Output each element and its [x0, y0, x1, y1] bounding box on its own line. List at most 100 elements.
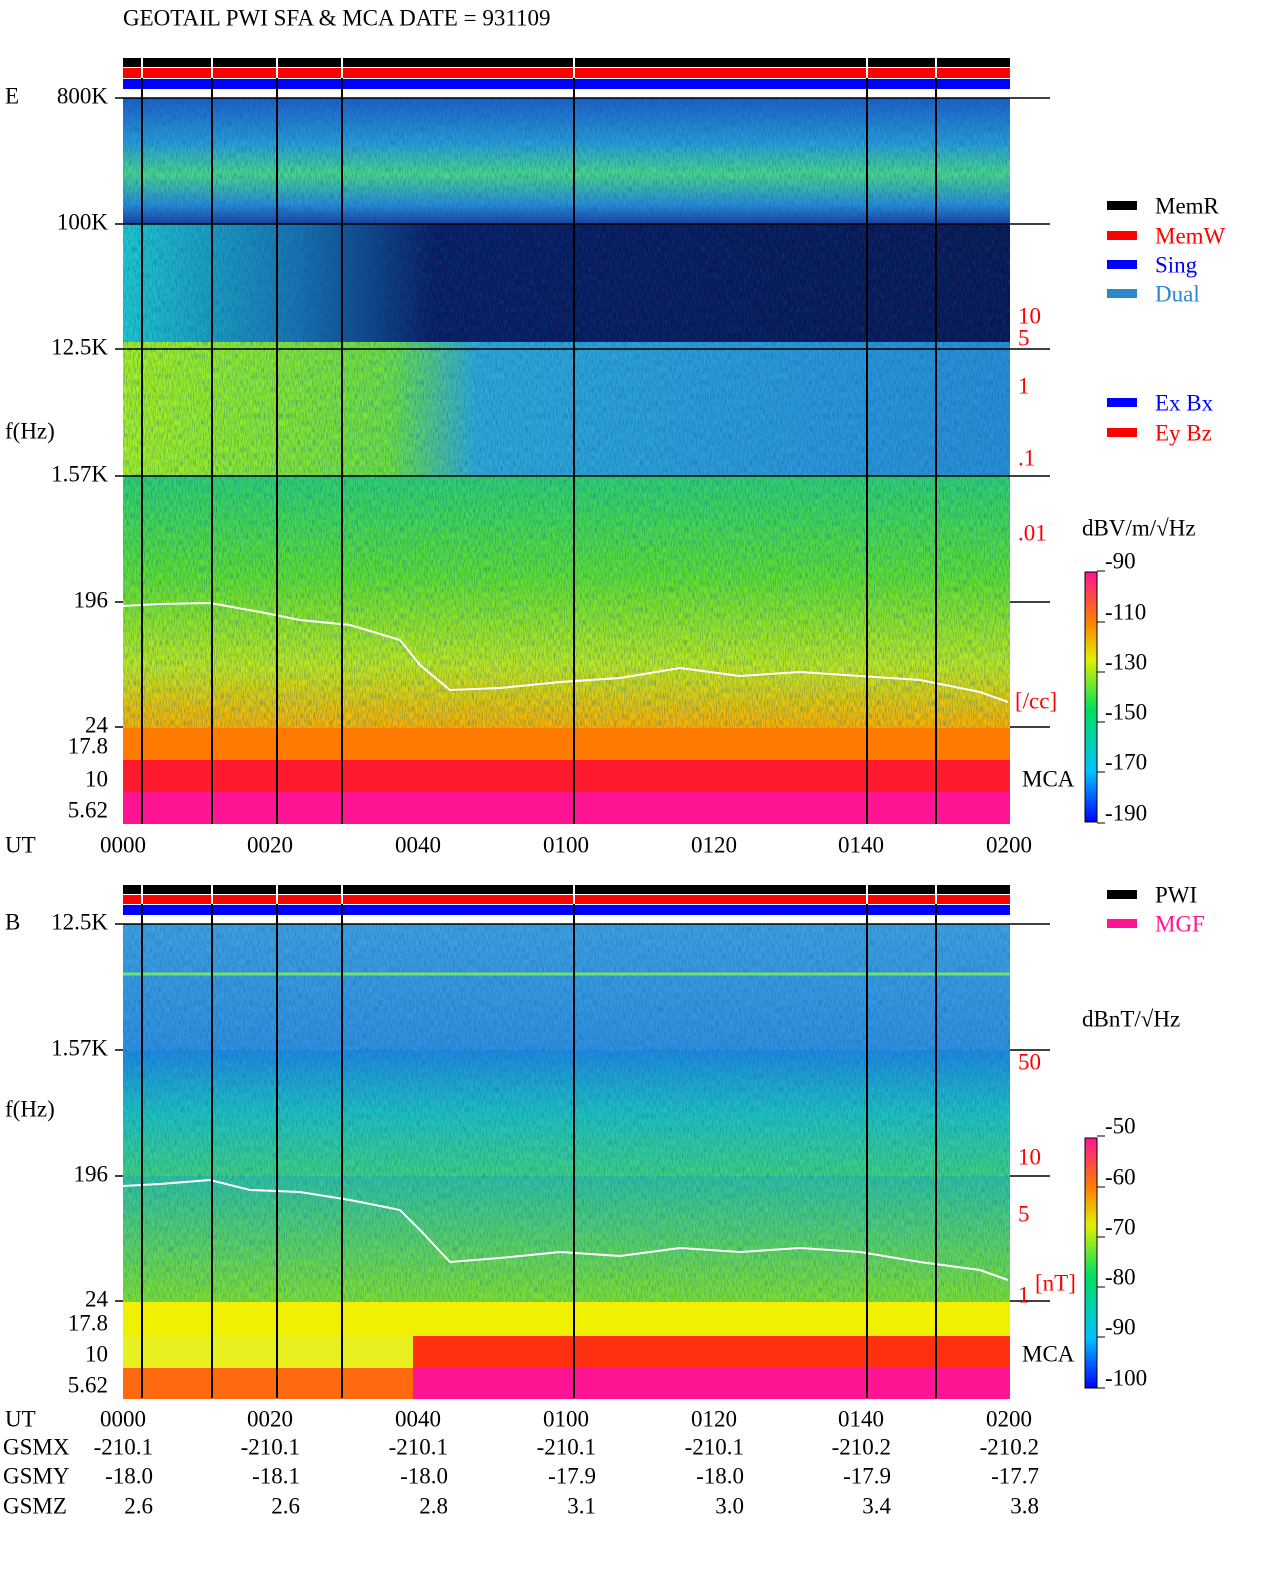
- orbit-value: -17.9: [843, 1463, 891, 1488]
- orbit-value: -210.1: [389, 1434, 448, 1459]
- freq-label: 1.57K: [51, 1035, 108, 1060]
- legend-label: MemW: [1155, 223, 1226, 248]
- freq-label: 196: [74, 1161, 109, 1186]
- orbit-value: 3.0: [715, 1493, 744, 1518]
- legend-label: Ex Bx: [1155, 390, 1214, 415]
- colorbar-tick-label: -60: [1105, 1164, 1136, 1189]
- orbit-value: -210.2: [832, 1434, 891, 1459]
- title: GEOTAIL PWI SFA & MCA DATE = 931109: [123, 5, 550, 30]
- orbit-label: GSMZ: [3, 1493, 67, 1518]
- orbit-value: -210.1: [241, 1434, 300, 1459]
- orbit-value: 2.6: [124, 1493, 153, 1518]
- colorbar-tick-label: -100: [1105, 1365, 1147, 1390]
- orbit-value: 3.4: [862, 1493, 891, 1518]
- ut-tick-label: 0000: [100, 832, 146, 857]
- legend-label: MGF: [1155, 911, 1205, 936]
- orbit-value: -210.1: [94, 1434, 153, 1459]
- ut-tick-label: 0100: [543, 1406, 589, 1431]
- axis-title: f(Hz): [5, 1096, 55, 1121]
- freq-label: 17.8: [68, 733, 108, 758]
- freq-label: 196: [74, 587, 109, 612]
- scale-label: 10: [1018, 1144, 1041, 1169]
- spectrogram-art: [115, 58, 1098, 1399]
- colorbar-tick-label: -190: [1105, 800, 1147, 825]
- ut-tick-label: 0040: [395, 832, 441, 857]
- scale-label: 1: [1018, 373, 1030, 398]
- freq-label: 1.57K: [51, 461, 108, 486]
- legend-label: Ey Bz: [1155, 420, 1212, 445]
- colorbar-tick-label: -150: [1105, 699, 1147, 724]
- colorbar-tick-label: -50: [1105, 1113, 1136, 1138]
- colorbar-title: dBnT/√Hz: [1082, 1006, 1180, 1031]
- scale-label: 50: [1018, 1049, 1041, 1074]
- scale-label: 10: [1018, 303, 1041, 328]
- ut-tick-label: 0120: [691, 832, 737, 857]
- panel-label: E: [5, 83, 19, 108]
- colorbar-tick-label: -130: [1105, 649, 1147, 674]
- freq-label: 24: [85, 712, 109, 737]
- legend-label: Dual: [1155, 281, 1200, 306]
- legend-swatch: [1107, 428, 1137, 437]
- scale-label: .1: [1018, 445, 1035, 470]
- scale-label: 1: [1018, 1282, 1030, 1307]
- freq-label: 100K: [57, 209, 109, 234]
- colorbar-tick-label: -70: [1105, 1214, 1136, 1239]
- orbit-value: -17.9: [548, 1463, 596, 1488]
- freq-label: 10: [85, 766, 108, 791]
- freq-label: 800K: [57, 83, 109, 108]
- mca-label: MCA: [1022, 766, 1075, 791]
- orbit-value: -18.0: [400, 1463, 448, 1488]
- colorbar-title: dBV/m/√Hz: [1082, 515, 1196, 540]
- labels: Ef(Hz)800K100K12.5K1.57K1962417.8105.621…: [3, 83, 1226, 1518]
- ut-tick-label: 0120: [691, 1406, 737, 1431]
- colorbar-tick-label: -90: [1105, 1314, 1136, 1339]
- legend-label: PWI: [1155, 882, 1197, 907]
- scale-label: .01: [1018, 520, 1047, 545]
- ut-tick-label: 0000: [100, 1406, 146, 1431]
- scale-unit: [nT]: [1035, 1270, 1076, 1295]
- colorbar-tick-label: -90: [1105, 548, 1136, 573]
- orbit-value: -17.7: [991, 1463, 1039, 1488]
- scale-label: 5: [1018, 325, 1030, 350]
- freq-label: 17.8: [68, 1310, 108, 1335]
- colorbar-tick-label: -170: [1105, 749, 1147, 774]
- colorbar-tick-label: -80: [1105, 1264, 1136, 1289]
- ut-tick-label: 0040: [395, 1406, 441, 1431]
- orbit-value: -18.0: [105, 1463, 153, 1488]
- axis-title: f(Hz): [5, 418, 55, 443]
- freq-label: 10: [85, 1341, 108, 1366]
- ut-tick-label: 0200: [986, 832, 1032, 857]
- freq-label: 12.5K: [51, 909, 108, 934]
- panel-label: B: [5, 909, 20, 934]
- orbit-value: 3.8: [1010, 1493, 1039, 1518]
- legend-swatch: [1107, 260, 1137, 269]
- ut-tick-label: 0200: [986, 1406, 1032, 1431]
- ut-tick-label: 0020: [247, 832, 293, 857]
- legend-swatch: [1107, 398, 1137, 407]
- orbit-value: -210.1: [537, 1434, 596, 1459]
- ut-tick-label: 0140: [838, 1406, 884, 1431]
- orbit-value: 3.1: [567, 1493, 596, 1518]
- orbit-value: 2.6: [271, 1493, 300, 1518]
- legend-swatch: [1107, 890, 1137, 899]
- orbit-value: -210.2: [980, 1434, 1039, 1459]
- scale-label: 5: [1018, 1201, 1030, 1226]
- mca-label: MCA: [1022, 1341, 1075, 1366]
- orbit-value: -210.1: [685, 1434, 744, 1459]
- legend-swatch: [1107, 201, 1137, 210]
- legend-swatch: [1107, 231, 1137, 240]
- ut-tick-label: 0140: [838, 832, 884, 857]
- freq-label: 5.62: [68, 1372, 108, 1397]
- orbit-label: GSMX: [3, 1434, 70, 1459]
- legend-swatch: [1107, 919, 1137, 928]
- orbit-value: -18.1: [252, 1463, 300, 1488]
- ut-tick-label: 0100: [543, 832, 589, 857]
- ut-label: UT: [5, 1406, 36, 1431]
- orbit-value: 2.8: [419, 1493, 448, 1518]
- ut-tick-label: 0020: [247, 1406, 293, 1431]
- legend-label: Sing: [1155, 252, 1198, 277]
- freq-label: 24: [85, 1286, 109, 1311]
- scale-unit: [/cc]: [1015, 688, 1057, 713]
- colorbar-tick-label: -110: [1105, 599, 1146, 624]
